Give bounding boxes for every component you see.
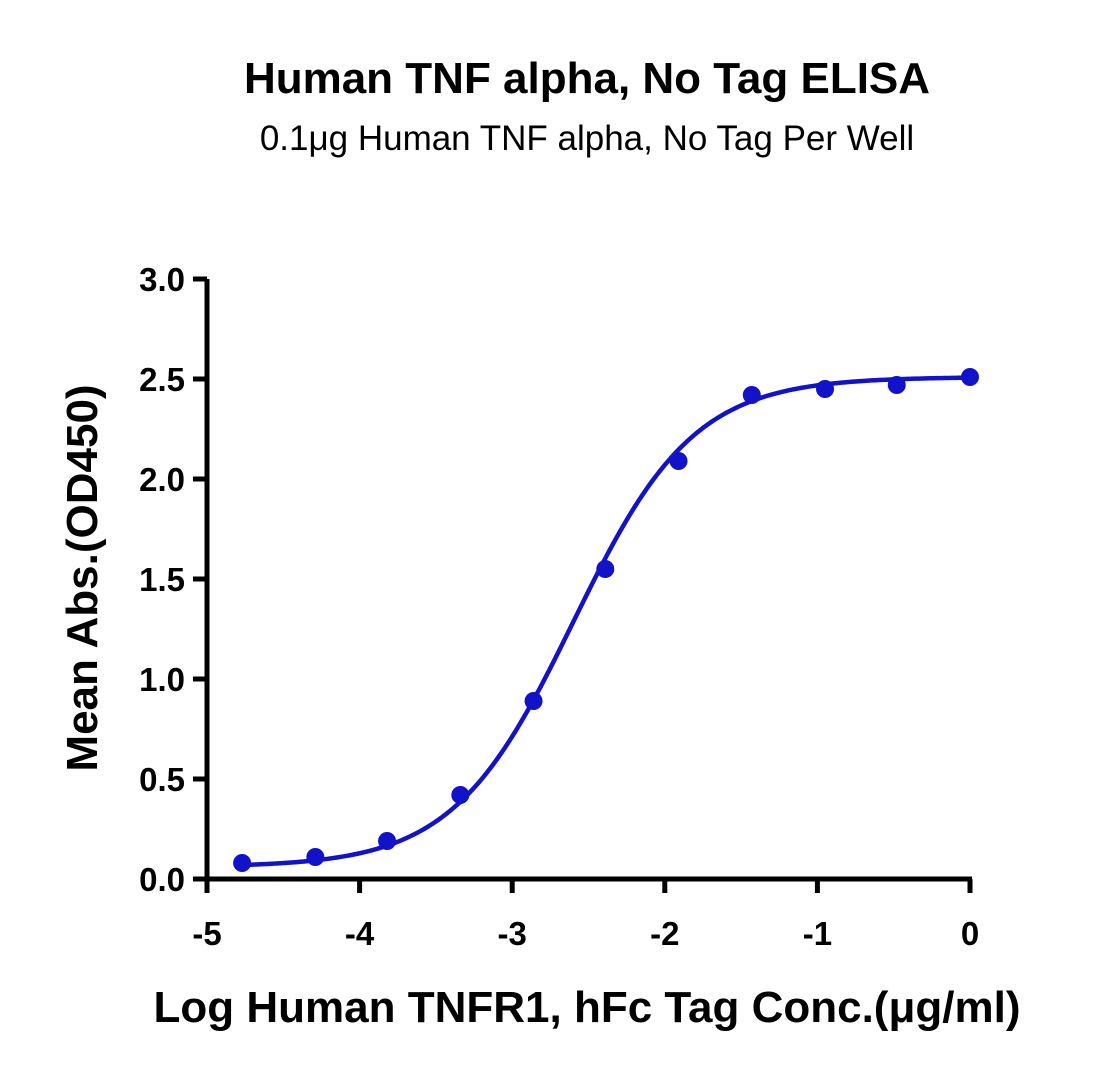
x-tick-label: 0 [961, 915, 979, 952]
data-point [816, 380, 835, 398]
y-axis-label: Mean Abs.(OD450) [58, 384, 107, 771]
y-tick-label: 1.5 [139, 561, 185, 598]
x-tick-label: -1 [803, 915, 832, 952]
data-point [524, 692, 543, 710]
y-tick-label: 3.0 [139, 261, 185, 298]
data-point [887, 376, 906, 394]
data-point [669, 452, 688, 470]
x-tick-label: -5 [192, 915, 221, 952]
data-point [742, 386, 761, 404]
y-tick-label: 2.0 [139, 461, 185, 498]
data-point [451, 786, 470, 804]
data-point [961, 368, 979, 386]
data-point [233, 854, 252, 872]
chart-subtitle: 0.1μg Human TNF alpha, No Tag Per Well [260, 119, 914, 158]
fit-curve [242, 375, 971, 868]
y-tick-label: 0.5 [139, 761, 185, 798]
y-tick-label: 1.0 [139, 661, 185, 698]
axes [204, 279, 972, 882]
plot-area: 0.0 0.5 1.0 1.5 2.0 2.5 3.0 -5 -4 -3 -2 -1 0 [139, 261, 979, 952]
x-tick-label: -4 [345, 915, 375, 952]
y-tick-label: 0.0 [139, 861, 185, 898]
ticks: 0.0 0.5 1.0 1.5 2.0 2.5 3.0 -5 -4 -3 -2 -1 0 [139, 261, 979, 952]
x-tick-label: -2 [650, 915, 679, 952]
data-point [596, 560, 615, 578]
data-point [306, 848, 325, 866]
chart-title: Human TNF alpha, No Tag ELISA [244, 54, 930, 103]
y-tick-label: 2.5 [139, 361, 185, 398]
data-points [233, 368, 979, 872]
data-point [378, 832, 397, 850]
x-tick-label: -3 [498, 915, 527, 952]
fit-curve-group [242, 375, 971, 868]
x-axis-label: Log Human TNFR1, hFc Tag Conc.(μg/ml) [154, 983, 1021, 1032]
